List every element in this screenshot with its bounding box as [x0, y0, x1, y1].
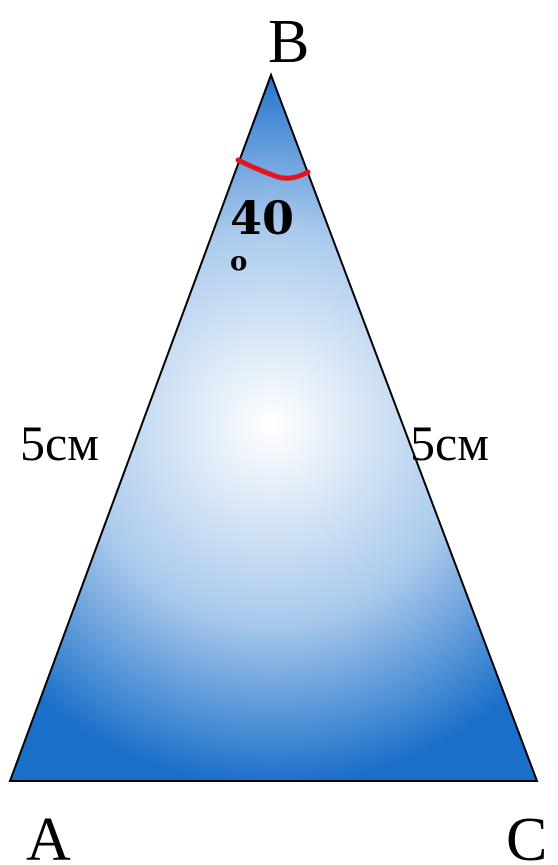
angle-degree-mark: o [230, 247, 247, 277]
vertex-label-a: A [26, 806, 71, 865]
angle-arc-marker [235, 157, 311, 181]
side-length-label-left: 5см [20, 415, 99, 471]
vertex-label-b: B [268, 8, 309, 76]
vertex-label-c: C [506, 806, 547, 865]
side-length-label-right: 5см [410, 415, 489, 471]
isosceles-triangle [8, 72, 539, 782]
angle-value-label: 40 [230, 191, 294, 245]
